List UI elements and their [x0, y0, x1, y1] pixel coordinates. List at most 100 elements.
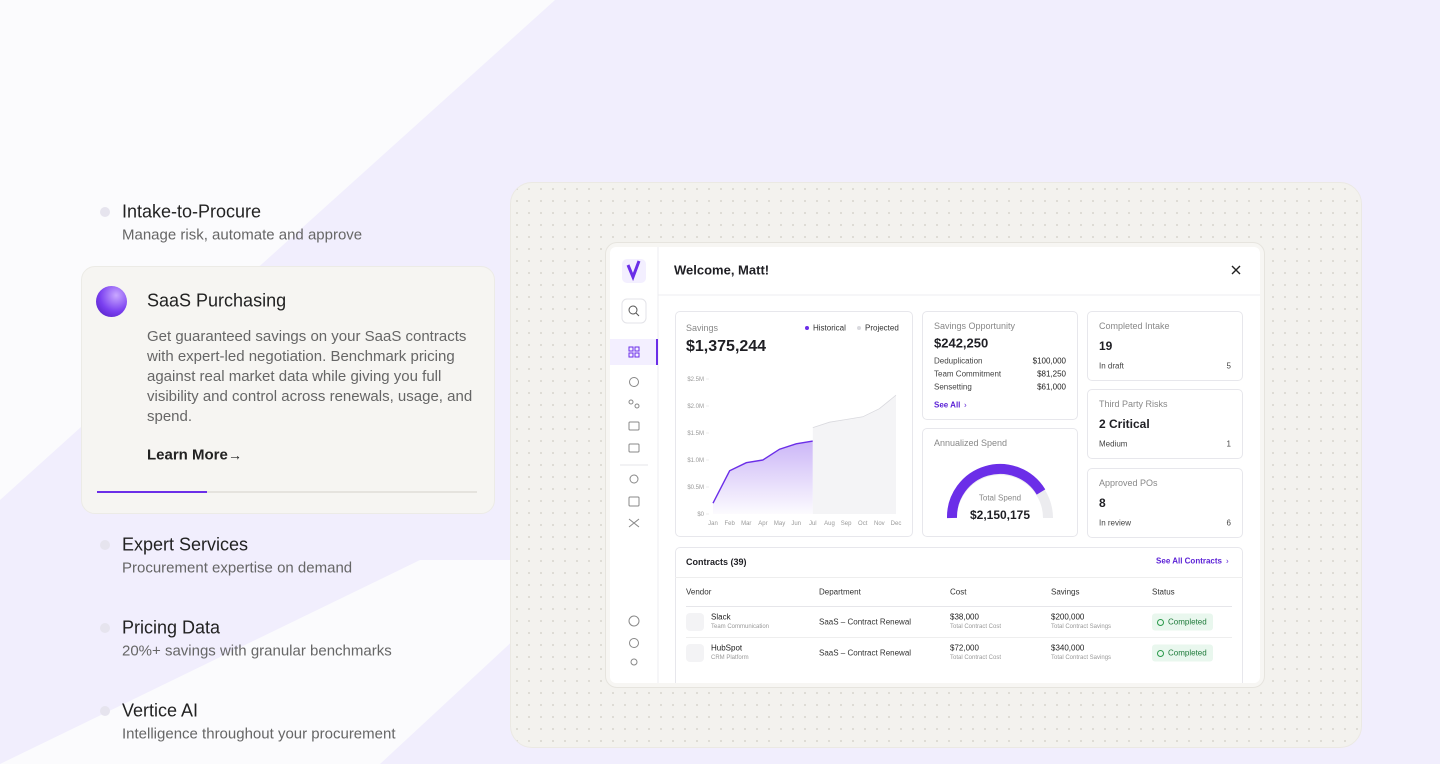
gauge-total: $2,150,175 — [969, 508, 1031, 522]
card — [1087, 389, 1243, 459]
bullet — [100, 623, 110, 633]
card-value: 19 — [1099, 339, 1113, 353]
item-name: Sensetting — [934, 382, 972, 392]
feature-subtitle: Intelligence throughout your procurement — [122, 725, 396, 743]
card-label: Approved POs — [1099, 478, 1158, 488]
y-tick-label: $1.0M — [687, 458, 704, 464]
savings-total: $1,375,244 — [686, 338, 767, 355]
x-tick-label: Nov — [874, 521, 885, 527]
opportunity-label: Savings Opportunity — [934, 321, 1016, 331]
x-tick-label: Jan — [708, 521, 718, 527]
department: SaaS – Contract Renewal — [819, 617, 912, 627]
feature-description: Get guaranteed savings on your SaaS cont… — [147, 328, 473, 425]
card — [922, 428, 1078, 537]
vendor-logo — [686, 613, 704, 631]
cost: $72,000 — [950, 643, 979, 653]
chevron: › — [964, 400, 967, 410]
bullet — [100, 540, 110, 550]
y-tick-label: $2.5M — [687, 377, 704, 383]
item-value: $61,000 — [1037, 382, 1066, 392]
x-tick-label: Aug — [824, 521, 835, 527]
department: SaaS – Contract Renewal — [819, 648, 912, 658]
card-count: 6 — [1226, 518, 1231, 528]
card — [1087, 311, 1243, 381]
savings-sub: Total Contract Savings — [1051, 655, 1112, 661]
progress-fill — [97, 491, 207, 493]
vendor-logo — [686, 644, 704, 662]
legend-label: Projected — [865, 323, 899, 333]
divider — [686, 637, 1232, 638]
status-badge: Completed — [1152, 613, 1213, 631]
progress-track — [97, 491, 477, 493]
line — [812, 394, 897, 428]
line — [712, 440, 813, 504]
y-tick-label: $0 — [697, 512, 704, 518]
feature-title[interactable]: Vertice AI — [122, 700, 199, 721]
bullet — [100, 706, 110, 716]
arrow: → — [228, 447, 242, 463]
y-tick-label: $1.5M — [687, 431, 704, 437]
column-header: Department — [819, 587, 861, 597]
savings-sub: Total Contract Savings — [1051, 624, 1112, 630]
vendor-sub: CRM Platform — [711, 655, 749, 661]
card — [675, 547, 1243, 683]
card-label: Completed Intake — [1099, 321, 1170, 331]
card-count: 5 — [1226, 361, 1231, 371]
feature-title[interactable]: Pricing Data — [122, 617, 221, 638]
column-header: Status — [1152, 587, 1175, 597]
welcome: Welcome, Matt! — [674, 262, 770, 278]
see-all-contracts[interactable]: See All Contracts — [1156, 556, 1222, 566]
x-tick-label: Jun — [791, 521, 801, 527]
savings: $340,000 — [1051, 643, 1085, 653]
feature-icon — [96, 286, 127, 317]
column-header: Savings — [1051, 587, 1080, 597]
cost-sub: Total Contract Cost — [950, 624, 1002, 630]
card-value: 2 Critical — [1099, 417, 1150, 431]
gauge-caption: Total Spend — [978, 493, 1022, 503]
savings: $200,000 — [1051, 612, 1085, 622]
savings-label: Savings — [686, 323, 719, 333]
area — [713, 441, 813, 514]
card-count: 1 — [1226, 439, 1231, 449]
x-tick-label: Mar — [741, 521, 751, 527]
bullet — [100, 207, 110, 217]
feature-title[interactable]: Expert Services — [122, 534, 249, 555]
card-sub: Medium — [1099, 439, 1128, 449]
x-tick-label: Feb — [724, 521, 735, 527]
column-header: Cost — [950, 587, 967, 597]
vendor: HubSpot — [711, 643, 743, 653]
savings-chart: $0 $0.5M $1.0M $1.5M $2.0M $2.5M Jan Feb Mar Apr M… — [687, 377, 902, 527]
contracts-title: Contracts (39) — [686, 557, 747, 567]
item-name: Team Commitment — [934, 369, 1002, 379]
x-tick-label: Sep — [841, 521, 852, 527]
see-all[interactable]: See All — [934, 400, 961, 410]
feature-title[interactable]: Intake-to-Procure — [122, 201, 262, 222]
legend-dot — [857, 326, 861, 330]
y-tick-label: $2.0M — [687, 404, 704, 410]
x-tick-label: Dec — [891, 521, 902, 527]
learn-more[interactable]: Learn More — [147, 446, 228, 464]
vendor-sub: Team Communication — [711, 624, 770, 630]
legend-label: Historical — [813, 323, 846, 333]
feature-card — [81, 266, 495, 514]
item-value: $81,250 — [1037, 369, 1066, 379]
sidebar-icons — [610, 247, 1260, 683]
card-sub: In draft — [1099, 361, 1124, 371]
dashboard: Welcome, Matt! Savings $1,375,244 Historic… — [610, 247, 1260, 683]
cost: $38,000 — [950, 612, 979, 622]
feature-subtitle: Procurement expertise on demand — [122, 559, 353, 577]
x-tick-label: Apr — [758, 521, 767, 527]
feature-subtitle: 20%+ savings with granular benchmarks — [122, 642, 392, 660]
legend-dot — [805, 326, 809, 330]
card-sub: In review — [1099, 518, 1132, 528]
area — [812, 395, 896, 514]
feature-title: SaaS Purchasing — [147, 290, 287, 311]
card-value: 8 — [1099, 496, 1106, 510]
vendor: Slack — [711, 612, 731, 622]
check — [1157, 619, 1164, 626]
feature-subtitle: Manage risk, automate and approve — [122, 226, 363, 244]
x-tick-label: May — [774, 521, 785, 527]
chevron: › — [1226, 556, 1229, 566]
check — [1157, 650, 1164, 657]
